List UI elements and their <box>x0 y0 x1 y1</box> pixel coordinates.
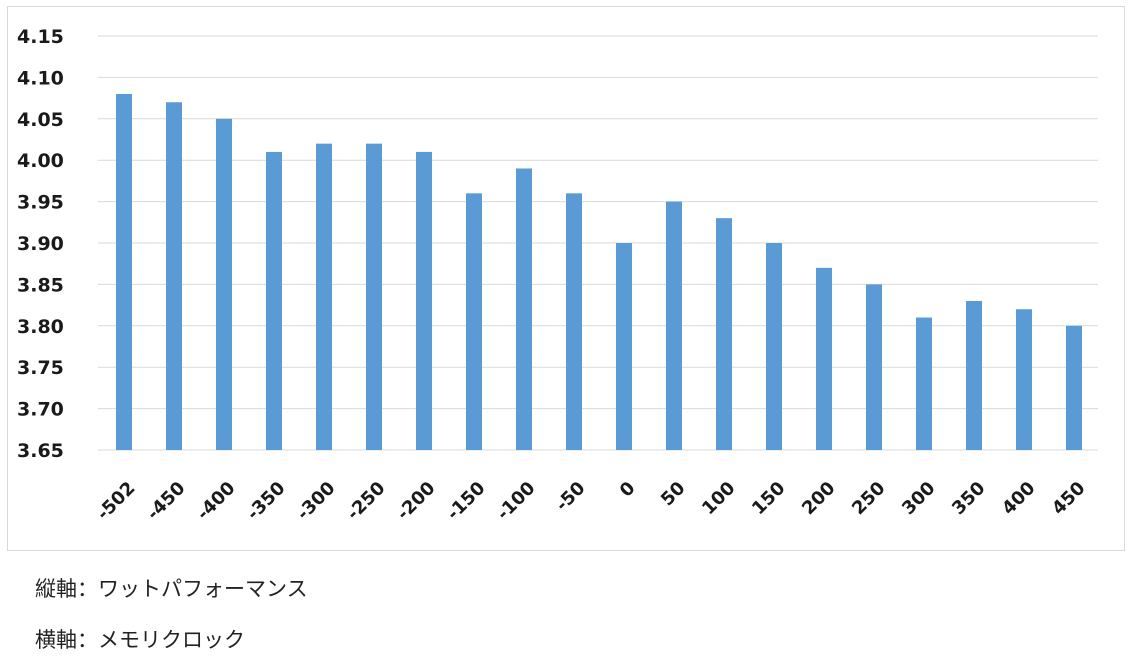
x-tick-label: 100 <box>698 478 739 519</box>
x-tick-label: -450 <box>143 478 190 525</box>
x-tick-label: -300 <box>293 478 340 525</box>
x-axis-ticks: -502 -450 -400 -350 -300 -250 -200 -150 -100 -50 0… <box>93 478 1090 525</box>
bar <box>316 144 332 450</box>
y-tick-label: 4.10 <box>17 67 64 89</box>
bar <box>266 152 282 450</box>
bar <box>616 243 632 450</box>
x-tick-label: -350 <box>243 478 290 525</box>
x-tick-label: -100 <box>493 478 540 525</box>
x-tick-label: -50 <box>552 478 590 516</box>
y-tick-label: 4.05 <box>17 109 64 131</box>
bar <box>566 193 582 450</box>
y-axis-ticks: 4.15 4.10 4.05 4.00 3.95 3.90 3.85 3.80 3.75 3.70… <box>17 26 64 462</box>
bar <box>216 119 232 450</box>
x-tick-label: 150 <box>748 478 789 519</box>
gridlines <box>98 36 1098 450</box>
x-tick-label: -150 <box>443 478 490 525</box>
bar <box>916 318 932 450</box>
bars <box>116 94 1082 450</box>
y-axis-caption: 縦軸：ワットパフォーマンス <box>35 573 308 603</box>
bar <box>366 144 382 450</box>
y-tick-label: 4.00 <box>17 150 64 172</box>
x-tick-label: -400 <box>193 478 240 525</box>
x-tick-label: 50 <box>657 478 690 511</box>
y-tick-label: 3.80 <box>17 316 64 338</box>
y-tick-label: 3.95 <box>17 192 64 214</box>
bar <box>1066 326 1082 450</box>
y-tick-label: 4.15 <box>17 26 64 48</box>
x-tick-label: 450 <box>1048 478 1089 519</box>
bar-chart: 4.15 4.10 4.05 4.00 3.95 3.90 3.85 3.80 3.75 3.70… <box>8 7 1126 552</box>
bar <box>766 243 782 450</box>
y-tick-label: 3.75 <box>17 357 64 379</box>
x-tick-label: -502 <box>93 478 140 525</box>
chart-frame: 4.15 4.10 4.05 4.00 3.95 3.90 3.85 3.80 3.75 3.70… <box>7 6 1125 551</box>
x-tick-label: -200 <box>393 478 440 525</box>
x-tick-label: 0 <box>616 478 640 502</box>
bar <box>716 218 732 450</box>
bar <box>166 102 182 450</box>
x-tick-label: -250 <box>343 478 390 525</box>
bar <box>966 301 982 450</box>
bar <box>666 202 682 450</box>
x-tick-label: 400 <box>998 478 1039 519</box>
x-tick-label: 200 <box>798 478 839 519</box>
x-tick-label: 350 <box>948 478 989 519</box>
bar <box>466 193 482 450</box>
bar <box>516 168 532 450</box>
y-tick-label: 3.70 <box>17 399 64 421</box>
y-tick-label: 3.65 <box>17 440 64 462</box>
y-tick-label: 3.90 <box>17 233 64 255</box>
x-axis-caption: 横軸：メモリクロック <box>35 624 245 654</box>
bar <box>116 94 132 450</box>
x-tick-label: 300 <box>898 478 939 519</box>
bar <box>866 284 882 450</box>
y-tick-label: 3.85 <box>17 274 64 296</box>
bar <box>816 268 832 450</box>
x-tick-label: 250 <box>848 478 889 519</box>
bar <box>416 152 432 450</box>
bar <box>1016 309 1032 450</box>
